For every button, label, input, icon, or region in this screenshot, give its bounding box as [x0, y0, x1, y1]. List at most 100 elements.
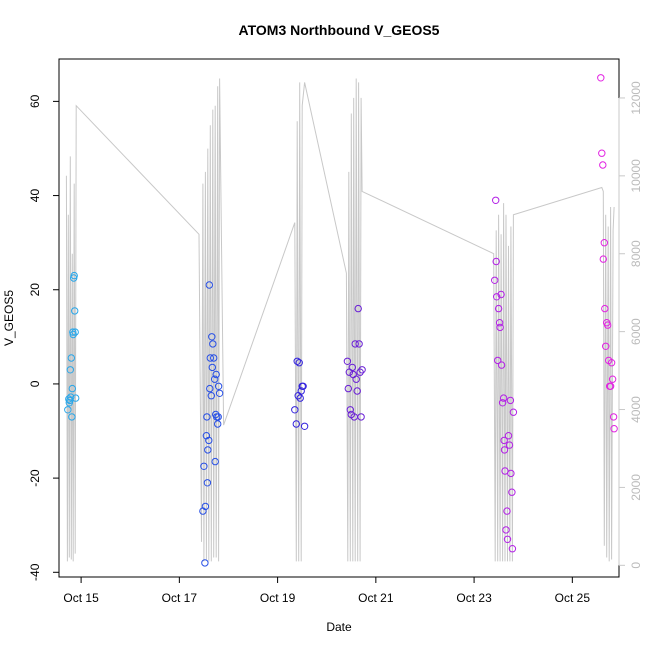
x-axis: Oct 15 Oct 17 Oct 19 Oct 21 Oct 23 Oct 25	[63, 576, 591, 605]
data-point	[502, 526, 510, 534]
secondary-tick-label: 8000	[629, 240, 643, 267]
data-point	[599, 161, 607, 169]
data-point	[494, 356, 502, 365]
data-point	[491, 276, 499, 284]
x-tick-label: Oct 23	[456, 591, 492, 605]
data-point	[598, 149, 606, 157]
data-point	[70, 271, 78, 280]
data-point	[71, 307, 79, 315]
data-point	[498, 399, 507, 407]
chart-title: ATOM3 Northbound V_GEOS5	[239, 22, 440, 38]
data-point	[343, 357, 352, 365]
data-point	[500, 436, 508, 445]
data-point	[353, 387, 361, 395]
altitude-trace-line	[65, 78, 615, 562]
data-point	[203, 479, 212, 487]
data-point	[200, 462, 208, 470]
data-point	[206, 354, 215, 362]
data-point	[503, 535, 512, 543]
data-point	[204, 446, 212, 454]
data-point	[357, 413, 365, 421]
data-point	[208, 363, 217, 372]
y-tick-label: 60	[28, 94, 42, 108]
x-tick-label: Oct 17	[162, 591, 198, 605]
secondary-tick-label: 0	[629, 562, 643, 569]
y-tick-label: 0	[28, 380, 42, 387]
secondary-tick-label: 12000	[629, 81, 643, 115]
y-tick-label: -40	[28, 563, 42, 581]
data-point	[201, 559, 209, 567]
data-point	[201, 502, 210, 511]
data-point	[496, 323, 504, 332]
data-point	[295, 359, 303, 367]
data-point	[601, 304, 609, 313]
x-tick-label: Oct 15	[63, 591, 99, 605]
data-point	[497, 361, 506, 369]
data-point	[497, 290, 505, 299]
data-point	[597, 74, 605, 82]
data-point	[355, 340, 363, 348]
data-point	[66, 366, 75, 374]
data-point	[211, 375, 219, 383]
data-point	[208, 333, 216, 341]
data-point	[72, 394, 80, 402]
data-point	[68, 384, 77, 393]
data-point	[608, 375, 617, 383]
data-point	[504, 432, 513, 440]
data-point	[209, 340, 217, 348]
data-point	[300, 422, 309, 430]
data-point	[492, 257, 500, 266]
y-tick-label: 40	[28, 189, 42, 203]
data-point	[67, 354, 76, 362]
data-points	[64, 74, 618, 567]
data-point	[600, 239, 608, 247]
data-point	[508, 545, 517, 553]
data-point	[299, 382, 307, 390]
data-point	[344, 384, 352, 393]
data-point	[602, 342, 610, 350]
data-point	[71, 328, 79, 336]
data-point	[507, 469, 515, 478]
y-axis-label: V_GEOS5	[2, 290, 16, 346]
secondary-tick-label: 10000	[629, 159, 643, 193]
data-point	[499, 394, 508, 402]
data-point	[215, 389, 224, 397]
data-point	[346, 406, 354, 414]
secondary-y-axis: 0 2000 4000 6000 8000 10000 12000	[618, 81, 643, 569]
x-tick-label: Oct 19	[260, 591, 296, 605]
data-point	[69, 330, 77, 339]
altitude-trace	[65, 78, 615, 562]
data-point	[505, 441, 514, 449]
data-point	[610, 425, 618, 433]
data-point	[297, 387, 305, 395]
data-point	[64, 406, 72, 414]
data-point	[500, 446, 509, 454]
data-point	[351, 340, 359, 348]
plot-frame	[58, 58, 620, 578]
y-tick-label: 20	[28, 283, 42, 297]
y-axis: -40 -20 0 20 40 60	[28, 94, 60, 581]
data-point	[293, 357, 301, 365]
x-axis-label: Date	[326, 620, 352, 634]
secondary-tick-label: 2000	[629, 474, 643, 501]
data-point	[205, 281, 214, 289]
data-point	[350, 413, 358, 421]
data-point	[348, 363, 356, 372]
secondary-tick-label: 6000	[629, 318, 643, 345]
x-tick-label: Oct 25	[555, 591, 591, 605]
data-point	[296, 394, 304, 402]
data-point	[206, 384, 214, 393]
y-tick-label: -20	[28, 469, 42, 487]
data-point	[495, 319, 504, 327]
x-tick-label: Oct 21	[358, 591, 394, 605]
data-point	[609, 413, 618, 421]
data-point	[68, 413, 76, 421]
data-point	[606, 382, 615, 390]
data-point	[599, 255, 607, 263]
data-point	[211, 457, 219, 466]
data-point	[292, 420, 300, 428]
data-point	[352, 375, 360, 383]
data-point	[356, 368, 364, 376]
data-point	[358, 366, 366, 374]
data-point	[67, 393, 75, 401]
